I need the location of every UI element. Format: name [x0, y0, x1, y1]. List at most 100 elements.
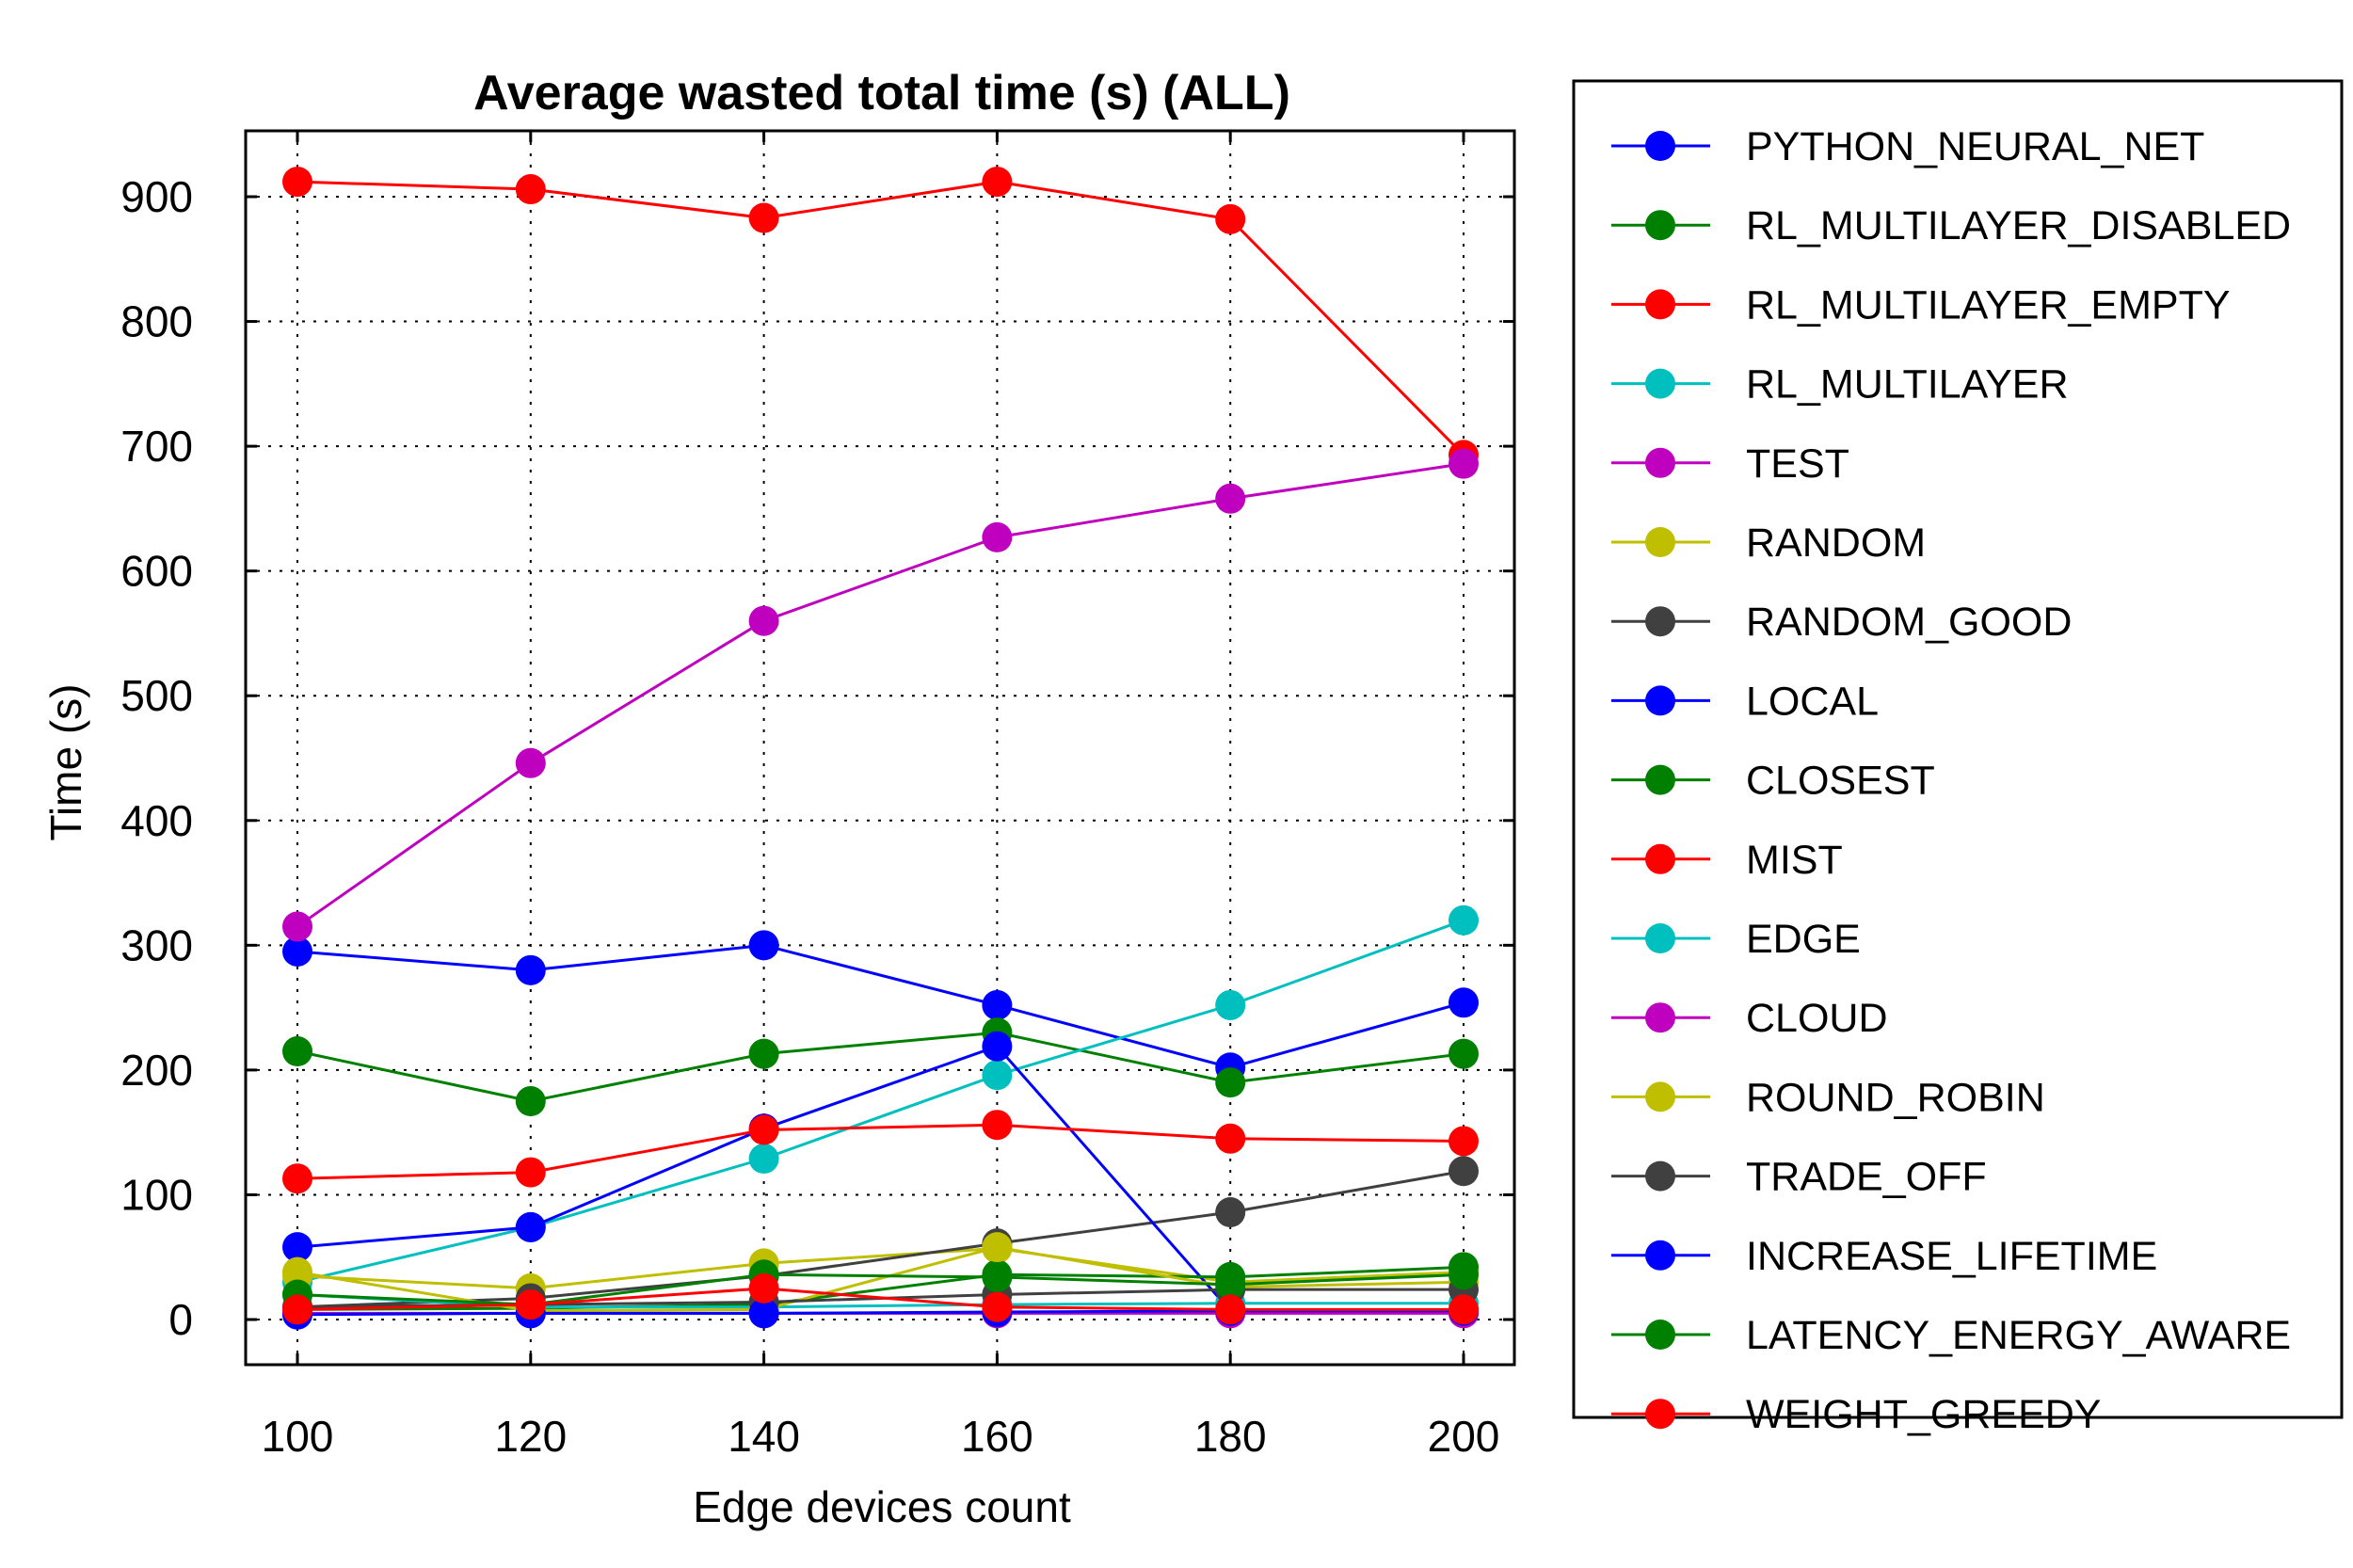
data-point — [748, 605, 779, 636]
y-tick-label: 0 — [168, 1295, 193, 1344]
y-tick-label: 700 — [120, 422, 193, 471]
legend-swatch-marker — [1645, 1160, 1675, 1192]
legend-swatch-marker — [1645, 447, 1675, 478]
legend-swatch-marker — [1645, 685, 1675, 716]
legend-item: PYTHON_NEURAL_NET — [1611, 124, 2204, 169]
data-point — [1215, 203, 1246, 234]
series-rl-multilayer-empty — [282, 167, 1479, 471]
legend-item: RANDOM_GOOD — [1611, 600, 2072, 645]
legend-label: ROUND_ROBIN — [1746, 1075, 2045, 1120]
data-point — [748, 930, 779, 961]
series-line — [296, 943, 1465, 1069]
series-line — [296, 180, 1465, 456]
data-point — [982, 1232, 1013, 1263]
plot-frame — [244, 129, 1516, 1367]
legend-label: LOCAL — [1746, 679, 1879, 724]
data-point — [282, 911, 312, 942]
data-point — [282, 167, 312, 198]
x-tick-label: 120 — [494, 1412, 567, 1461]
legend-swatch-marker — [1645, 843, 1675, 874]
data-point — [1449, 1294, 1479, 1325]
legend-box — [1572, 79, 2344, 1419]
x-tick-label: 160 — [961, 1412, 1033, 1461]
data-point — [1215, 1269, 1246, 1300]
legend-item: MIST — [1611, 838, 1843, 883]
legend-label: CLOSEST — [1746, 759, 1935, 804]
data-point — [748, 1114, 779, 1145]
legend-label: RL_MULTILAYER — [1746, 362, 2069, 408]
legend-swatch-marker — [1645, 1240, 1675, 1271]
data-point — [982, 521, 1013, 552]
data-point — [282, 1232, 312, 1263]
series-line — [296, 1287, 1464, 1311]
legend-label: RANDOM — [1746, 520, 1926, 566]
x-tick-label: 180 — [1194, 1412, 1267, 1461]
series-layer — [282, 167, 1479, 1330]
legend-item: TRADE_OFF — [1611, 1155, 1987, 1200]
data-point — [1449, 1259, 1479, 1290]
legend-item: INCREASE_LIFETIME — [1611, 1234, 2157, 1279]
data-point — [1215, 1197, 1246, 1228]
series-line — [296, 1265, 1465, 1311]
data-point — [1215, 1123, 1246, 1154]
data-point — [748, 1144, 779, 1175]
data-point — [1215, 1067, 1246, 1098]
series-weight-greedy — [282, 1272, 1479, 1325]
data-point — [282, 936, 312, 967]
legend-label: RANDOM_GOOD — [1746, 600, 2072, 645]
legend-item: WEIGHT_GREEDY — [1611, 1392, 2102, 1437]
y-tick-label: 900 — [120, 172, 193, 221]
legend-swatch-marker — [1645, 1002, 1675, 1033]
data-point — [282, 1256, 312, 1288]
series-line — [296, 1169, 1465, 1309]
data-point — [748, 1298, 779, 1329]
y-tick-label: 800 — [120, 297, 193, 346]
data-point — [515, 747, 546, 778]
series-mist — [282, 1110, 1479, 1194]
legend-item: EDGE — [1611, 917, 1861, 962]
y-axis-label: Time (s) — [41, 684, 90, 841]
legend-item: ROUND_ROBIN — [1611, 1075, 2045, 1120]
legend-item: TEST — [1611, 441, 1849, 487]
data-point — [982, 989, 1013, 1020]
legend-label: PYTHON_NEURAL_NET — [1746, 124, 2204, 169]
legend-swatch-marker — [1645, 1399, 1675, 1430]
legend-label: WEIGHT_GREEDY — [1746, 1392, 2102, 1437]
data-point — [982, 1261, 1013, 1292]
legend-item: CLOUD — [1611, 996, 1888, 1041]
legend-label: RL_MULTILAYER_EMPTY — [1746, 282, 2231, 328]
legend-swatch-marker — [1645, 764, 1675, 795]
data-point — [515, 1157, 546, 1188]
data-point — [515, 1289, 546, 1320]
legend-item: RL_MULTILAYER_EMPTY — [1611, 282, 2231, 328]
series-test — [282, 448, 1479, 942]
series-line — [296, 1272, 1465, 1306]
legend-item: LOCAL — [1611, 679, 1879, 724]
data-point — [1449, 987, 1479, 1018]
x-axis-label: Edge devices count — [693, 1482, 1071, 1531]
data-point — [1449, 1126, 1479, 1157]
legend-label: CLOUD — [1746, 996, 1888, 1041]
legend-label: TEST — [1746, 441, 1849, 487]
series-line — [296, 1031, 1465, 1103]
legend-label: TRADE_OFF — [1746, 1155, 1987, 1200]
data-point — [1449, 1156, 1479, 1187]
legend-item: RL_MULTILAYER — [1611, 362, 2069, 408]
data-point — [282, 1036, 312, 1067]
legend-item: LATENCY_ENERGY_AWARE — [1611, 1313, 2291, 1358]
series-line — [296, 919, 1465, 1284]
legend-item: RANDOM — [1611, 520, 1926, 566]
y-tick-label: 200 — [120, 1046, 193, 1095]
legend-swatch-marker — [1645, 368, 1675, 399]
data-point — [515, 1211, 546, 1242]
series-line — [296, 1246, 1465, 1290]
data-point — [982, 1291, 1013, 1322]
data-point — [1215, 989, 1246, 1020]
data-point — [748, 1038, 779, 1069]
y-tick-label: 500 — [120, 671, 193, 720]
y-tick-label: 100 — [120, 1170, 193, 1219]
y-tick-label: 600 — [120, 547, 193, 596]
data-point — [982, 1110, 1013, 1141]
data-point — [1449, 448, 1479, 479]
legend-swatch-marker — [1645, 1081, 1675, 1112]
